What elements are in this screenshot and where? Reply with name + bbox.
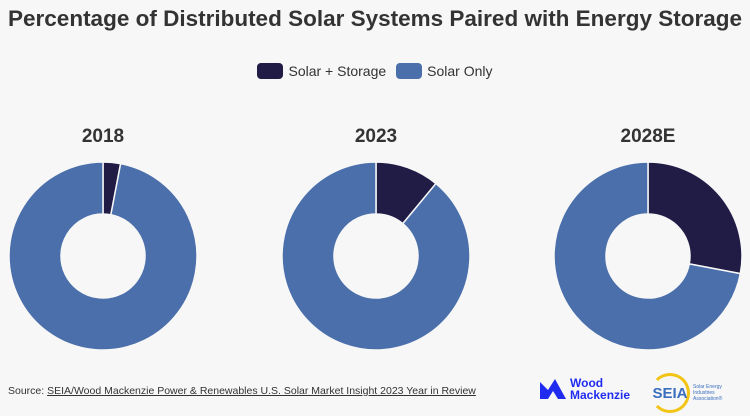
source-note: Source: SEIA/Wood Mackenzie Power & Rene… xyxy=(8,385,476,397)
slice-2018-solar-only xyxy=(8,161,198,351)
source-link[interactable]: SEIA/Wood Mackenzie Power & Renewables U… xyxy=(47,385,476,397)
slice-2023-solar-only xyxy=(281,161,471,351)
legend: Solar + Storage Solar Only xyxy=(0,63,750,79)
wood-mackenzie-icon xyxy=(540,379,566,399)
wood-mackenzie-logo: Wood Mackenzie xyxy=(540,377,630,401)
seia-logo: SEIA Solar Energy Industries Association® xyxy=(650,373,722,413)
legend-swatch xyxy=(257,63,284,79)
slice-2028e-solar-only xyxy=(553,161,742,351)
legend-swatch xyxy=(396,63,423,79)
legend-item-solar-storage: Solar + Storage xyxy=(257,63,386,79)
chart-title-2023: 2023 xyxy=(354,126,398,147)
slice-2028e-solar-storage xyxy=(647,161,743,275)
source-label: Source: xyxy=(8,385,45,397)
legend-label: Solar Only xyxy=(427,63,493,79)
chart-title-2018: 2018 xyxy=(81,126,125,147)
chart-title: Percentage of Distributed Solar Systems … xyxy=(8,6,742,31)
chart-title-2028e: 2028E xyxy=(620,126,676,147)
legend-item-solar-only: Solar Only xyxy=(396,63,493,79)
legend-label: Solar + Storage xyxy=(288,63,387,79)
